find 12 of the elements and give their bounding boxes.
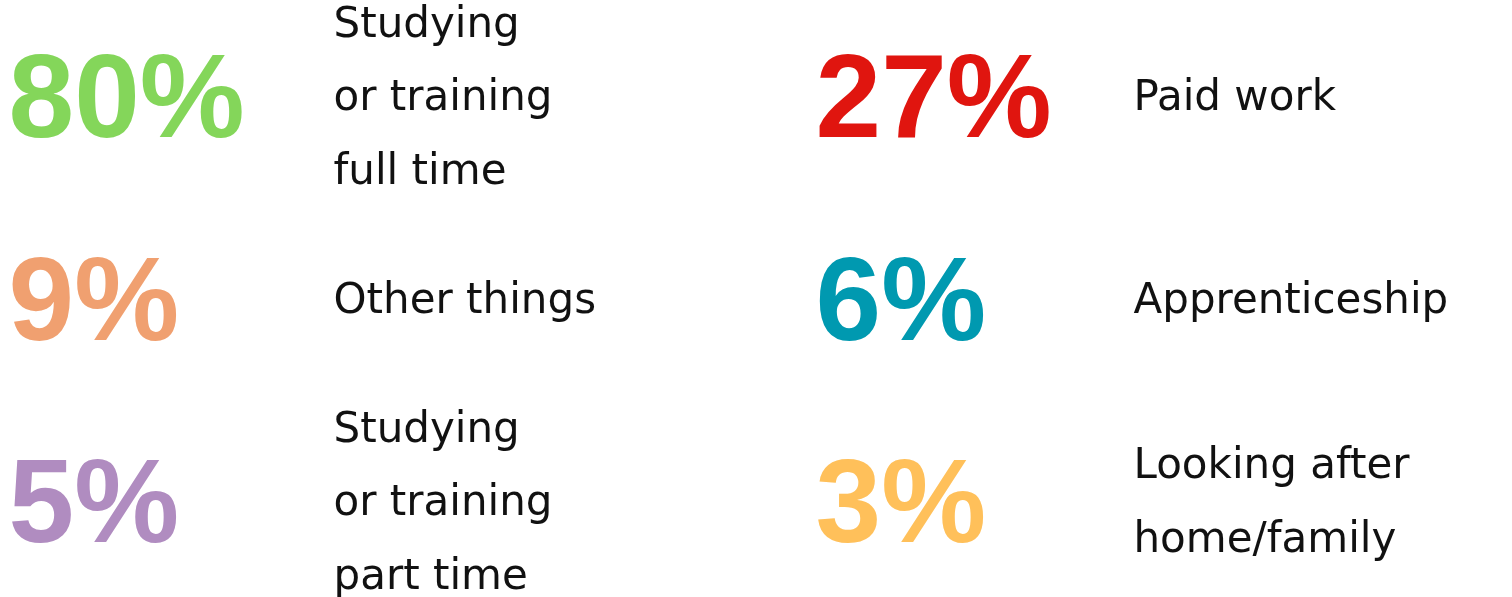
category-label: Apprenticeship	[1133, 274, 1449, 323]
data-label: 27%	[815, 29, 1052, 162]
data-label: 9%	[8, 232, 180, 365]
category-label: Looking after home/family	[1133, 439, 1411, 562]
category-label: Paid work	[1133, 71, 1337, 120]
data-label: 80%	[8, 29, 245, 162]
category-label: Other things	[333, 274, 597, 323]
data-label: 5%	[8, 434, 180, 567]
data-label: 6%	[815, 232, 987, 365]
category-label: Studying or training full time	[333, 0, 553, 194]
category-label: Studying or training part time	[333, 402, 553, 597]
data-label: 3%	[815, 434, 987, 567]
